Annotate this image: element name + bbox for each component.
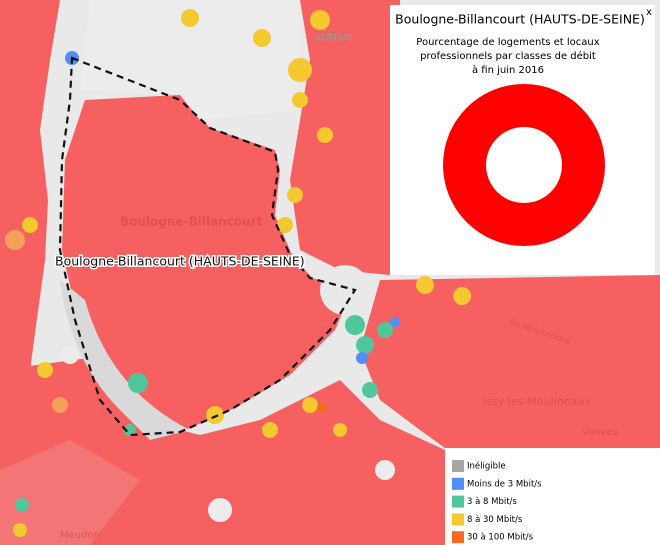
popup-subtitle: Pourcentage de logements et locaux — [416, 37, 599, 48]
legend-swatch — [452, 531, 464, 544]
coverage-dot — [277, 217, 293, 233]
legend-swatch — [452, 460, 464, 472]
coverage-area — [290, 0, 390, 275]
coverage-dot — [181, 9, 199, 27]
coverage-area — [0, 440, 140, 545]
coverage-dot — [52, 397, 68, 413]
close-button[interactable]: x — [646, 7, 652, 18]
coverage-dot — [416, 276, 434, 294]
legend-swatch — [452, 477, 464, 490]
legend-swatch — [452, 513, 464, 526]
coverage-area — [340, 0, 400, 10]
coverage-dot — [317, 403, 327, 413]
coverage-dot — [5, 230, 25, 250]
map-gap — [80, 0, 300, 120]
coverage-area — [62, 95, 352, 432]
coverage-dot — [310, 10, 330, 30]
coverage-dot — [345, 315, 365, 335]
legend-label: Moins de 3 Mbit/s — [467, 479, 542, 489]
coverage-dot — [390, 317, 400, 327]
legend-panel — [445, 448, 660, 545]
map-label: Issy-les-Moulineaux — [483, 395, 591, 408]
commune-boundary — [58, 56, 357, 437]
coverage-dot — [13, 523, 27, 537]
coverage-dot — [317, 127, 333, 143]
coverage-dot — [124, 424, 136, 436]
legend-label: Inéligible — [467, 461, 506, 472]
map-label: AUTEUIL — [315, 34, 353, 44]
map-label: Vanves — [582, 427, 618, 438]
coverage-dot — [287, 187, 303, 203]
legend-label: 8 à 30 Mbit/s — [467, 515, 523, 525]
coverage-dot — [292, 92, 308, 108]
coverage-dot — [15, 498, 29, 512]
coverage-area — [0, 0, 60, 380]
map-label: Meudon — [60, 530, 100, 541]
popup-subtitle: professionnels par classes de débit — [420, 50, 596, 62]
coverage-dot — [253, 29, 271, 47]
map-label: Boulogne-Billancourt — [120, 215, 262, 229]
coverage-dot — [356, 336, 374, 354]
legend: Inéligible Moins de 3 Mbit/s 3 à 8 Mbit/s 8… — [445, 448, 660, 545]
legend-label: 30 à 100 Mbit/s — [467, 533, 534, 543]
popup-title: Boulogne-Billancourt (HAUTS-DE-SEINE) — [395, 12, 645, 27]
coverage-dot — [37, 362, 53, 378]
donut-segment — [443, 84, 605, 246]
commune-label: Boulogne-Billancourt (HAUTS-DE-SEINE) — [55, 254, 305, 269]
coverage-dot — [356, 352, 368, 364]
coverage-dot — [362, 382, 378, 398]
coverage-dot — [333, 423, 347, 437]
popup-subtitle: à fin juin 2016 — [472, 64, 544, 76]
coverage-dot — [377, 322, 393, 338]
map-gap — [61, 346, 79, 364]
legend-swatch — [452, 495, 464, 508]
legend-label: 3 à 8 Mbit/s — [467, 497, 517, 507]
coverage-dot — [22, 217, 38, 233]
coverage-dot — [302, 397, 318, 413]
coverage-dot — [262, 422, 278, 438]
coverage-dot — [453, 287, 471, 305]
river — [60, 280, 190, 440]
coverage-dot — [288, 58, 312, 82]
info-popup: Boulogne-Billancourt (HAUTS-DE-SEINE) x … — [390, 5, 655, 275]
map-gap — [320, 265, 370, 315]
map-gap — [375, 460, 395, 480]
map-gap — [208, 498, 232, 522]
coverage-dot — [206, 406, 224, 424]
coverage-dot — [128, 373, 148, 393]
